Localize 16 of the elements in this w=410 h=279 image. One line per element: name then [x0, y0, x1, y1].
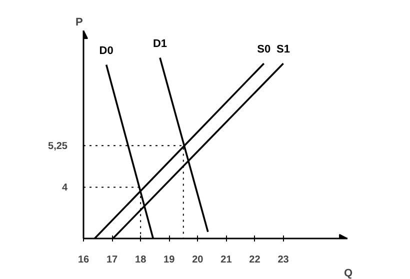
- x-tick-label: 22: [249, 254, 261, 266]
- x-tick-label: 18: [135, 254, 147, 266]
- series-label: D0: [99, 44, 114, 57]
- x-tick-label: 17: [106, 254, 118, 266]
- x-tick-label: 16: [78, 254, 90, 266]
- x-tick-label: 20: [192, 254, 204, 266]
- y-tick-label: 5,25: [48, 141, 68, 152]
- series-label: S0: [257, 43, 271, 56]
- x-tick-label: 19: [164, 254, 176, 266]
- y-axis-title: P: [76, 16, 83, 28]
- series-label: S1: [276, 43, 290, 56]
- y-tick-label: 4: [62, 182, 68, 194]
- series-label: D1: [152, 38, 168, 50]
- x-axis-title: Q: [344, 268, 353, 279]
- x-tick-label: 23: [278, 254, 290, 266]
- x-tick-label: 21: [220, 254, 232, 266]
